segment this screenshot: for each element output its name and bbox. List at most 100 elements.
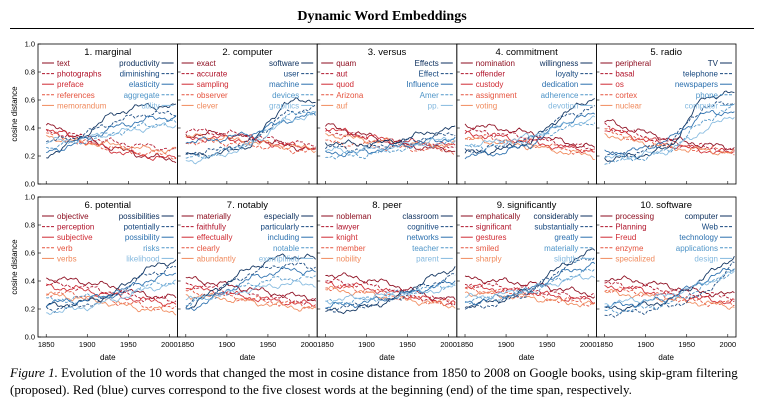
series-line-blue (604, 116, 735, 161)
series-line-red (464, 129, 595, 154)
series-line-blue (464, 115, 596, 148)
series-line-red (464, 136, 595, 161)
x-axis-label: date (519, 353, 535, 360)
legend-entry-red: voting (476, 101, 497, 110)
series-line-blue (325, 125, 456, 149)
y-axis-label: cosine distance (10, 239, 19, 295)
x-tick-label: 2000 (161, 340, 178, 349)
series-line-red (46, 129, 177, 161)
series-line-blue (325, 136, 456, 155)
legend-entry-blue: software (269, 59, 300, 68)
series-line-red (464, 283, 596, 304)
legend-entry-red: smiled (476, 244, 499, 253)
legend-entry-red: nobleman (336, 212, 371, 221)
legend-entry-blue: slightly (554, 254, 578, 263)
legend-entry-red: member (336, 244, 366, 253)
panel-title: 10. software (640, 200, 692, 211)
x-tick-label: 2000 (719, 340, 736, 349)
legend-entry-red: os (615, 80, 623, 89)
legend-entry-blue: graphics (269, 101, 299, 110)
legend-entry-red: verbs (57, 254, 77, 263)
caption-label: Figure 1. (10, 365, 58, 380)
title-rule (10, 28, 754, 29)
legend-entry-blue: exemplified (259, 254, 299, 263)
series-line-red (46, 291, 177, 316)
legend-entry-blue: applications (676, 244, 718, 253)
legend-entry-red: objective (57, 212, 89, 221)
y-tick-label: 0.0 (25, 180, 35, 189)
series-line-red (185, 285, 316, 307)
series-line-red (604, 288, 735, 310)
y-tick-label: 1.0 (25, 193, 35, 202)
series-line-blue (604, 255, 735, 312)
series-line-blue (46, 103, 177, 159)
legend-entry-blue: dedication (542, 80, 578, 89)
legend-entry-red: specialized (615, 254, 655, 263)
legend-entry-blue: networks (407, 233, 439, 242)
x-axis-label: date (658, 353, 674, 360)
legend-entry-blue: teacher (412, 244, 439, 253)
legend-entry-blue: utility (141, 101, 159, 110)
legend-entry-blue: TV (708, 59, 719, 68)
series-line-red (325, 272, 456, 302)
legend-entry-blue: aggregate (124, 91, 161, 100)
legend-entry-red: observer (197, 91, 228, 100)
x-tick-label: 1900 (219, 340, 236, 349)
series-line-red (604, 275, 735, 298)
legend-entry-blue: devices (272, 91, 299, 100)
legend-entry-blue: possibilities (119, 212, 160, 221)
series-line-red (325, 277, 456, 306)
series-line-red (45, 128, 177, 152)
series-line-blue (46, 114, 177, 154)
y-tick-label: 0.4 (25, 124, 35, 133)
legend-entry-blue: diminishing (120, 70, 160, 79)
series-line-red (604, 285, 735, 305)
legend-entry-red: accurate (197, 70, 228, 79)
series-line-red (464, 286, 596, 307)
figure-title: Dynamic Word Embeddings (297, 9, 467, 24)
series-line-red (464, 290, 596, 308)
legend-entry-blue: devotion (548, 101, 578, 110)
series-line-red (604, 286, 735, 308)
legend-entry-red: gestures (476, 233, 507, 242)
panel-title: 6. potential (85, 200, 131, 211)
legend-entry-red: effectually (197, 233, 233, 242)
legend-entry-red: references (57, 91, 95, 100)
legend-entry-red: enzyme (615, 244, 644, 253)
legend-entry-red: faithfully (197, 223, 226, 232)
legend-entry-red: abundantly (197, 254, 236, 263)
legend-entry-red: text (57, 59, 71, 68)
legend-entry-red: auf (336, 101, 348, 110)
legend-entry-red: sampling (197, 80, 229, 89)
x-tick-label: 1950 (120, 340, 137, 349)
series-line-blue (46, 280, 177, 304)
x-tick-label: 1900 (79, 340, 96, 349)
panel-frame (596, 43, 737, 185)
legend-entry-blue: Influence (406, 80, 439, 89)
series-line-red (604, 119, 735, 151)
legend-entry-blue: likelihood (126, 254, 159, 263)
legend-entry-blue: newspapers (675, 80, 718, 89)
series-line-blue (604, 90, 735, 162)
x-tick-label: 1950 (678, 340, 695, 349)
legend-entry-red: nobility (336, 254, 361, 263)
series-line-blue (604, 103, 735, 165)
panel-title: 5. radio (650, 47, 682, 58)
series-line-blue (464, 274, 596, 300)
series-line-red (45, 276, 177, 299)
series-line-blue (604, 110, 735, 156)
y-tick-label: 0.2 (25, 152, 35, 161)
panel-title: 4. commitment (495, 47, 558, 58)
legend-entry-red: clever (197, 101, 219, 110)
series-line-blue (604, 268, 735, 308)
legend-entry-red: knight (336, 233, 358, 242)
panel-title: 3. versus (368, 47, 407, 58)
x-axis-label: date (379, 353, 395, 360)
figure-chart-grid: 1. marginal 0.0 0.2 0.4 0.6 0.8 1.0 cosine dist… (10, 40, 737, 360)
legend-entry-blue: notable (273, 244, 300, 253)
legend-entry-blue: elasticity (129, 80, 160, 89)
x-tick-label: 1950 (399, 340, 416, 349)
x-tick-label: 1850 (38, 340, 55, 349)
legend-entry-blue: materially (544, 244, 578, 253)
legend-entry-blue: machine (269, 80, 300, 89)
